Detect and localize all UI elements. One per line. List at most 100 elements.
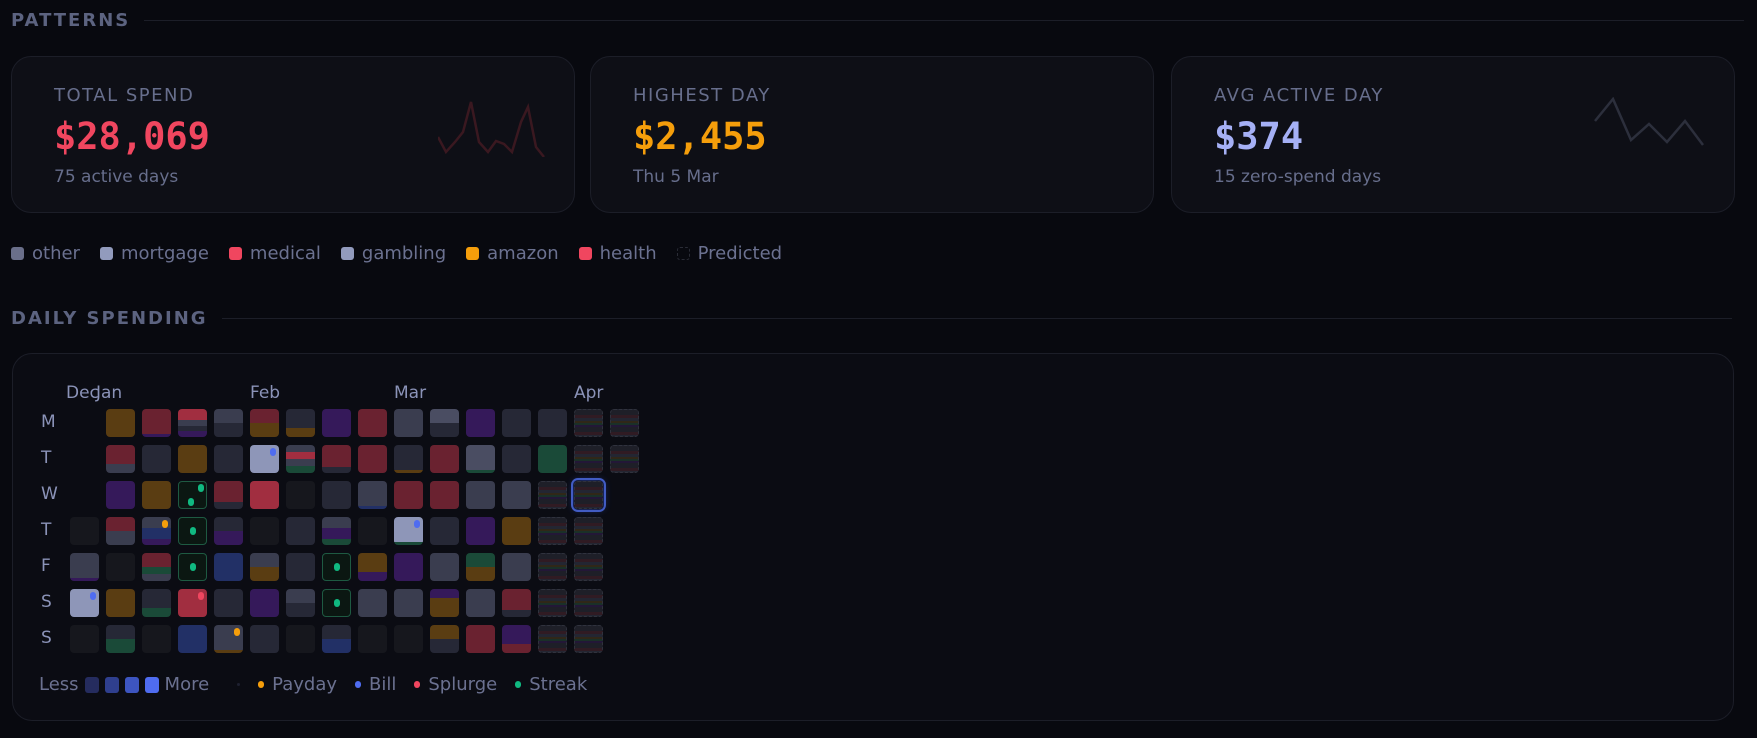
- day-cell[interactable]: [286, 445, 315, 473]
- day-cell[interactable]: [142, 481, 171, 509]
- day-cell[interactable]: [70, 553, 99, 581]
- legend-label: gambling: [361, 243, 447, 264]
- day-cell[interactable]: [430, 625, 459, 653]
- day-cell[interactable]: [430, 409, 459, 437]
- day-cell[interactable]: [502, 589, 531, 617]
- day-cell[interactable]: [358, 625, 387, 653]
- day-cell[interactable]: [106, 517, 135, 545]
- day-cell[interactable]: [250, 409, 279, 437]
- day-cell[interactable]: [502, 481, 531, 509]
- day-cell[interactable]: [574, 409, 603, 437]
- day-cell[interactable]: [394, 481, 423, 509]
- day-cell[interactable]: [502, 625, 531, 653]
- day-cell[interactable]: [286, 553, 315, 581]
- day-cell[interactable]: [214, 445, 243, 473]
- day-cell[interactable]: [466, 517, 495, 545]
- day-cell[interactable]: [214, 553, 243, 581]
- day-cell[interactable]: [70, 517, 99, 545]
- streak-marker-icon: [190, 563, 196, 571]
- day-cell[interactable]: [430, 445, 459, 473]
- day-cell[interactable]: [106, 625, 135, 653]
- day-cell[interactable]: [214, 481, 243, 509]
- day-cell[interactable]: [250, 481, 279, 509]
- day-cell[interactable]: [322, 625, 351, 653]
- day-cell[interactable]: [502, 553, 531, 581]
- day-cell[interactable]: [250, 517, 279, 545]
- day-cell[interactable]: [394, 625, 423, 653]
- day-cell[interactable]: [250, 589, 279, 617]
- day-cell[interactable]: [106, 553, 135, 581]
- day-cell[interactable]: [538, 589, 567, 617]
- day-cell[interactable]: [466, 409, 495, 437]
- day-cell[interactable]: [502, 517, 531, 545]
- day-cell[interactable]: [214, 517, 243, 545]
- day-cell[interactable]: [430, 589, 459, 617]
- day-cell[interactable]: [286, 517, 315, 545]
- day-cell[interactable]: [574, 517, 603, 545]
- day-cell[interactable]: [322, 409, 351, 437]
- day-cell[interactable]: [610, 445, 639, 473]
- day-cell[interactable]: [286, 481, 315, 509]
- day-cell[interactable]: [322, 481, 351, 509]
- day-cell[interactable]: [142, 553, 171, 581]
- day-cell[interactable]: [466, 553, 495, 581]
- day-cell[interactable]: [214, 589, 243, 617]
- day-cell[interactable]: [394, 553, 423, 581]
- day-cell[interactable]: [106, 409, 135, 437]
- day-cell[interactable]: [394, 589, 423, 617]
- streak-marker-icon: [334, 563, 340, 571]
- day-cell[interactable]: [466, 481, 495, 509]
- day-cell[interactable]: [610, 409, 639, 437]
- day-cell[interactable]: [142, 517, 171, 545]
- day-cell[interactable]: [106, 589, 135, 617]
- day-cell[interactable]: [250, 625, 279, 653]
- day-cell[interactable]: [142, 409, 171, 437]
- day-cell[interactable]: [466, 445, 495, 473]
- day-cell[interactable]: [214, 409, 243, 437]
- day-cell[interactable]: [430, 517, 459, 545]
- day-cell[interactable]: [106, 445, 135, 473]
- day-cell[interactable]: [358, 517, 387, 545]
- day-cell[interactable]: [538, 553, 567, 581]
- day-cell[interactable]: [142, 445, 171, 473]
- day-cell[interactable]: [178, 625, 207, 653]
- day-cell[interactable]: [430, 481, 459, 509]
- day-cell[interactable]: [250, 553, 279, 581]
- day-cell[interactable]: [178, 409, 207, 437]
- day-cell[interactable]: [286, 589, 315, 617]
- day-cell[interactable]: [106, 481, 135, 509]
- day-cell[interactable]: [574, 625, 603, 653]
- day-cell[interactable]: [358, 445, 387, 473]
- day-cell[interactable]: [574, 589, 603, 617]
- day-cell[interactable]: [538, 517, 567, 545]
- day-cell[interactable]: [322, 517, 351, 545]
- day-cell[interactable]: [178, 517, 207, 545]
- day-cell[interactable]: [142, 625, 171, 653]
- day-cell[interactable]: [574, 445, 603, 473]
- cell-segment: [70, 625, 99, 653]
- day-cell[interactable]: [322, 445, 351, 473]
- day-cell[interactable]: [538, 625, 567, 653]
- day-cell[interactable]: [358, 553, 387, 581]
- day-cell[interactable]: [286, 409, 315, 437]
- day-cell[interactable]: [430, 553, 459, 581]
- day-cell[interactable]: [574, 553, 603, 581]
- day-cell[interactable]: [538, 481, 567, 509]
- card-label: AVG ACTIVE DAY: [1214, 85, 1384, 106]
- day-cell[interactable]: [466, 625, 495, 653]
- day-cell[interactable]: [502, 409, 531, 437]
- day-cell[interactable]: [70, 625, 99, 653]
- day-cell[interactable]: [502, 445, 531, 473]
- day-cell[interactable]: [394, 445, 423, 473]
- day-cell[interactable]: [538, 445, 567, 473]
- day-cell[interactable]: [178, 445, 207, 473]
- day-cell[interactable]: [142, 589, 171, 617]
- day-cell[interactable]: [571, 478, 606, 512]
- day-cell[interactable]: [358, 409, 387, 437]
- day-cell[interactable]: [286, 625, 315, 653]
- day-cell[interactable]: [466, 589, 495, 617]
- day-cell[interactable]: [394, 409, 423, 437]
- day-cell[interactable]: [538, 409, 567, 437]
- day-cell[interactable]: [358, 481, 387, 509]
- day-cell[interactable]: [358, 589, 387, 617]
